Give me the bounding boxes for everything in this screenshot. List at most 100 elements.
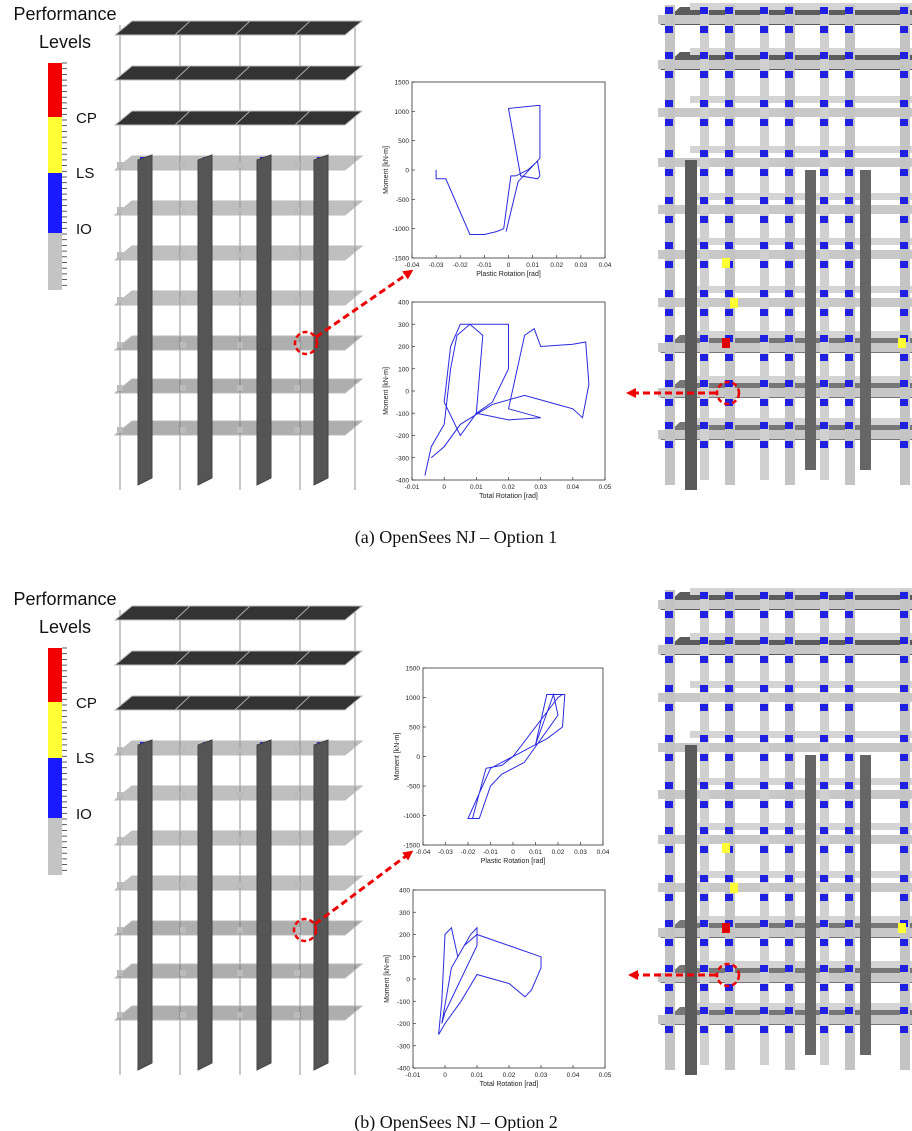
hinge <box>845 309 853 316</box>
hinge <box>785 422 793 429</box>
hinge <box>785 52 793 59</box>
hinge <box>785 197 793 204</box>
hinge <box>785 242 793 249</box>
hinge <box>820 242 828 249</box>
y-tick-label: -200 <box>397 1021 410 1028</box>
hinge <box>665 354 673 361</box>
hinge <box>820 637 828 644</box>
hinge <box>845 100 853 107</box>
hinge <box>845 52 853 59</box>
legend-color <box>48 702 62 758</box>
hinge <box>785 335 793 342</box>
hinge <box>725 782 733 789</box>
hinge <box>845 1007 853 1014</box>
hinge <box>845 169 853 176</box>
joint <box>237 1012 243 1018</box>
joint <box>117 207 123 213</box>
hinge <box>665 399 673 406</box>
hinge <box>760 100 768 107</box>
hinge <box>760 592 768 599</box>
beam <box>690 238 912 245</box>
hinge <box>785 592 793 599</box>
y-tick-label: 400 <box>398 300 409 307</box>
hinge <box>725 827 733 834</box>
hinge <box>900 309 908 316</box>
beam <box>690 778 912 785</box>
shear-wall <box>314 740 328 1070</box>
hinge <box>900 846 908 853</box>
hinge <box>665 290 673 297</box>
hinge <box>700 637 708 644</box>
hinge <box>725 119 733 126</box>
joint <box>180 162 186 168</box>
hinge <box>665 656 673 663</box>
x-tick-label: 0.04 <box>567 484 580 491</box>
hinge <box>665 242 673 249</box>
hinge <box>845 920 853 927</box>
joint <box>180 252 186 258</box>
hinge <box>725 611 733 618</box>
hinge <box>760 242 768 249</box>
hinge <box>900 754 908 761</box>
slab <box>115 696 362 710</box>
hinge <box>900 216 908 223</box>
hinge <box>820 827 828 834</box>
hinge <box>665 984 673 991</box>
hinge <box>898 923 906 933</box>
hinge <box>722 338 730 348</box>
hinge <box>900 380 908 387</box>
hinge <box>845 735 853 742</box>
joint <box>294 970 300 976</box>
hinge <box>722 923 730 933</box>
x-tick-label: -0.01 <box>483 849 498 856</box>
shear-wall <box>685 745 697 1075</box>
hinge <box>760 611 768 618</box>
hinge <box>725 801 733 808</box>
hinge <box>845 939 853 946</box>
hinge <box>725 354 733 361</box>
x-tick-label: 0.01 <box>470 484 483 491</box>
arrow-head <box>628 970 638 980</box>
hinge <box>785 150 793 157</box>
slab <box>115 651 362 665</box>
hinge <box>665 150 673 157</box>
hinge <box>900 71 908 78</box>
hinge <box>785 846 793 853</box>
hinge <box>700 422 708 429</box>
hinge <box>760 197 768 204</box>
hinge <box>845 875 853 882</box>
hinge <box>785 380 793 387</box>
y-tick-label: -400 <box>397 1066 410 1073</box>
y-tick-label: -200 <box>396 433 409 440</box>
hinge <box>760 965 768 972</box>
beam <box>690 418 912 425</box>
joint <box>180 385 186 391</box>
hinge <box>900 26 908 33</box>
figure-canvas: PerformanceLevelsCPLSIO(a) OpenSees NJ –… <box>0 0 912 1131</box>
hinge <box>665 197 673 204</box>
y-tick-label: 200 <box>399 932 410 939</box>
x-tick-label: 0.04 <box>599 262 612 269</box>
hinge <box>900 150 908 157</box>
hinge <box>700 846 708 853</box>
hinge <box>820 150 828 157</box>
y-tick-label: -500 <box>396 197 409 204</box>
joint <box>237 342 243 348</box>
hinge <box>725 1007 733 1014</box>
legend-title: Levels <box>39 617 91 637</box>
y-tick-label: -300 <box>396 455 409 462</box>
joint <box>237 252 243 258</box>
beam <box>690 1003 912 1010</box>
hinge <box>900 399 908 406</box>
hinge <box>820 380 828 387</box>
hinge <box>845 685 853 692</box>
hinge <box>700 920 708 927</box>
x-axis-label: Plastic Rotation [rad] <box>481 858 546 865</box>
hinge <box>785 685 793 692</box>
beam <box>690 48 912 55</box>
hinge <box>900 1007 908 1014</box>
x-tick-label: -0.04 <box>405 262 420 269</box>
joint <box>117 747 123 753</box>
hinge <box>665 685 673 692</box>
hinge <box>665 380 673 387</box>
